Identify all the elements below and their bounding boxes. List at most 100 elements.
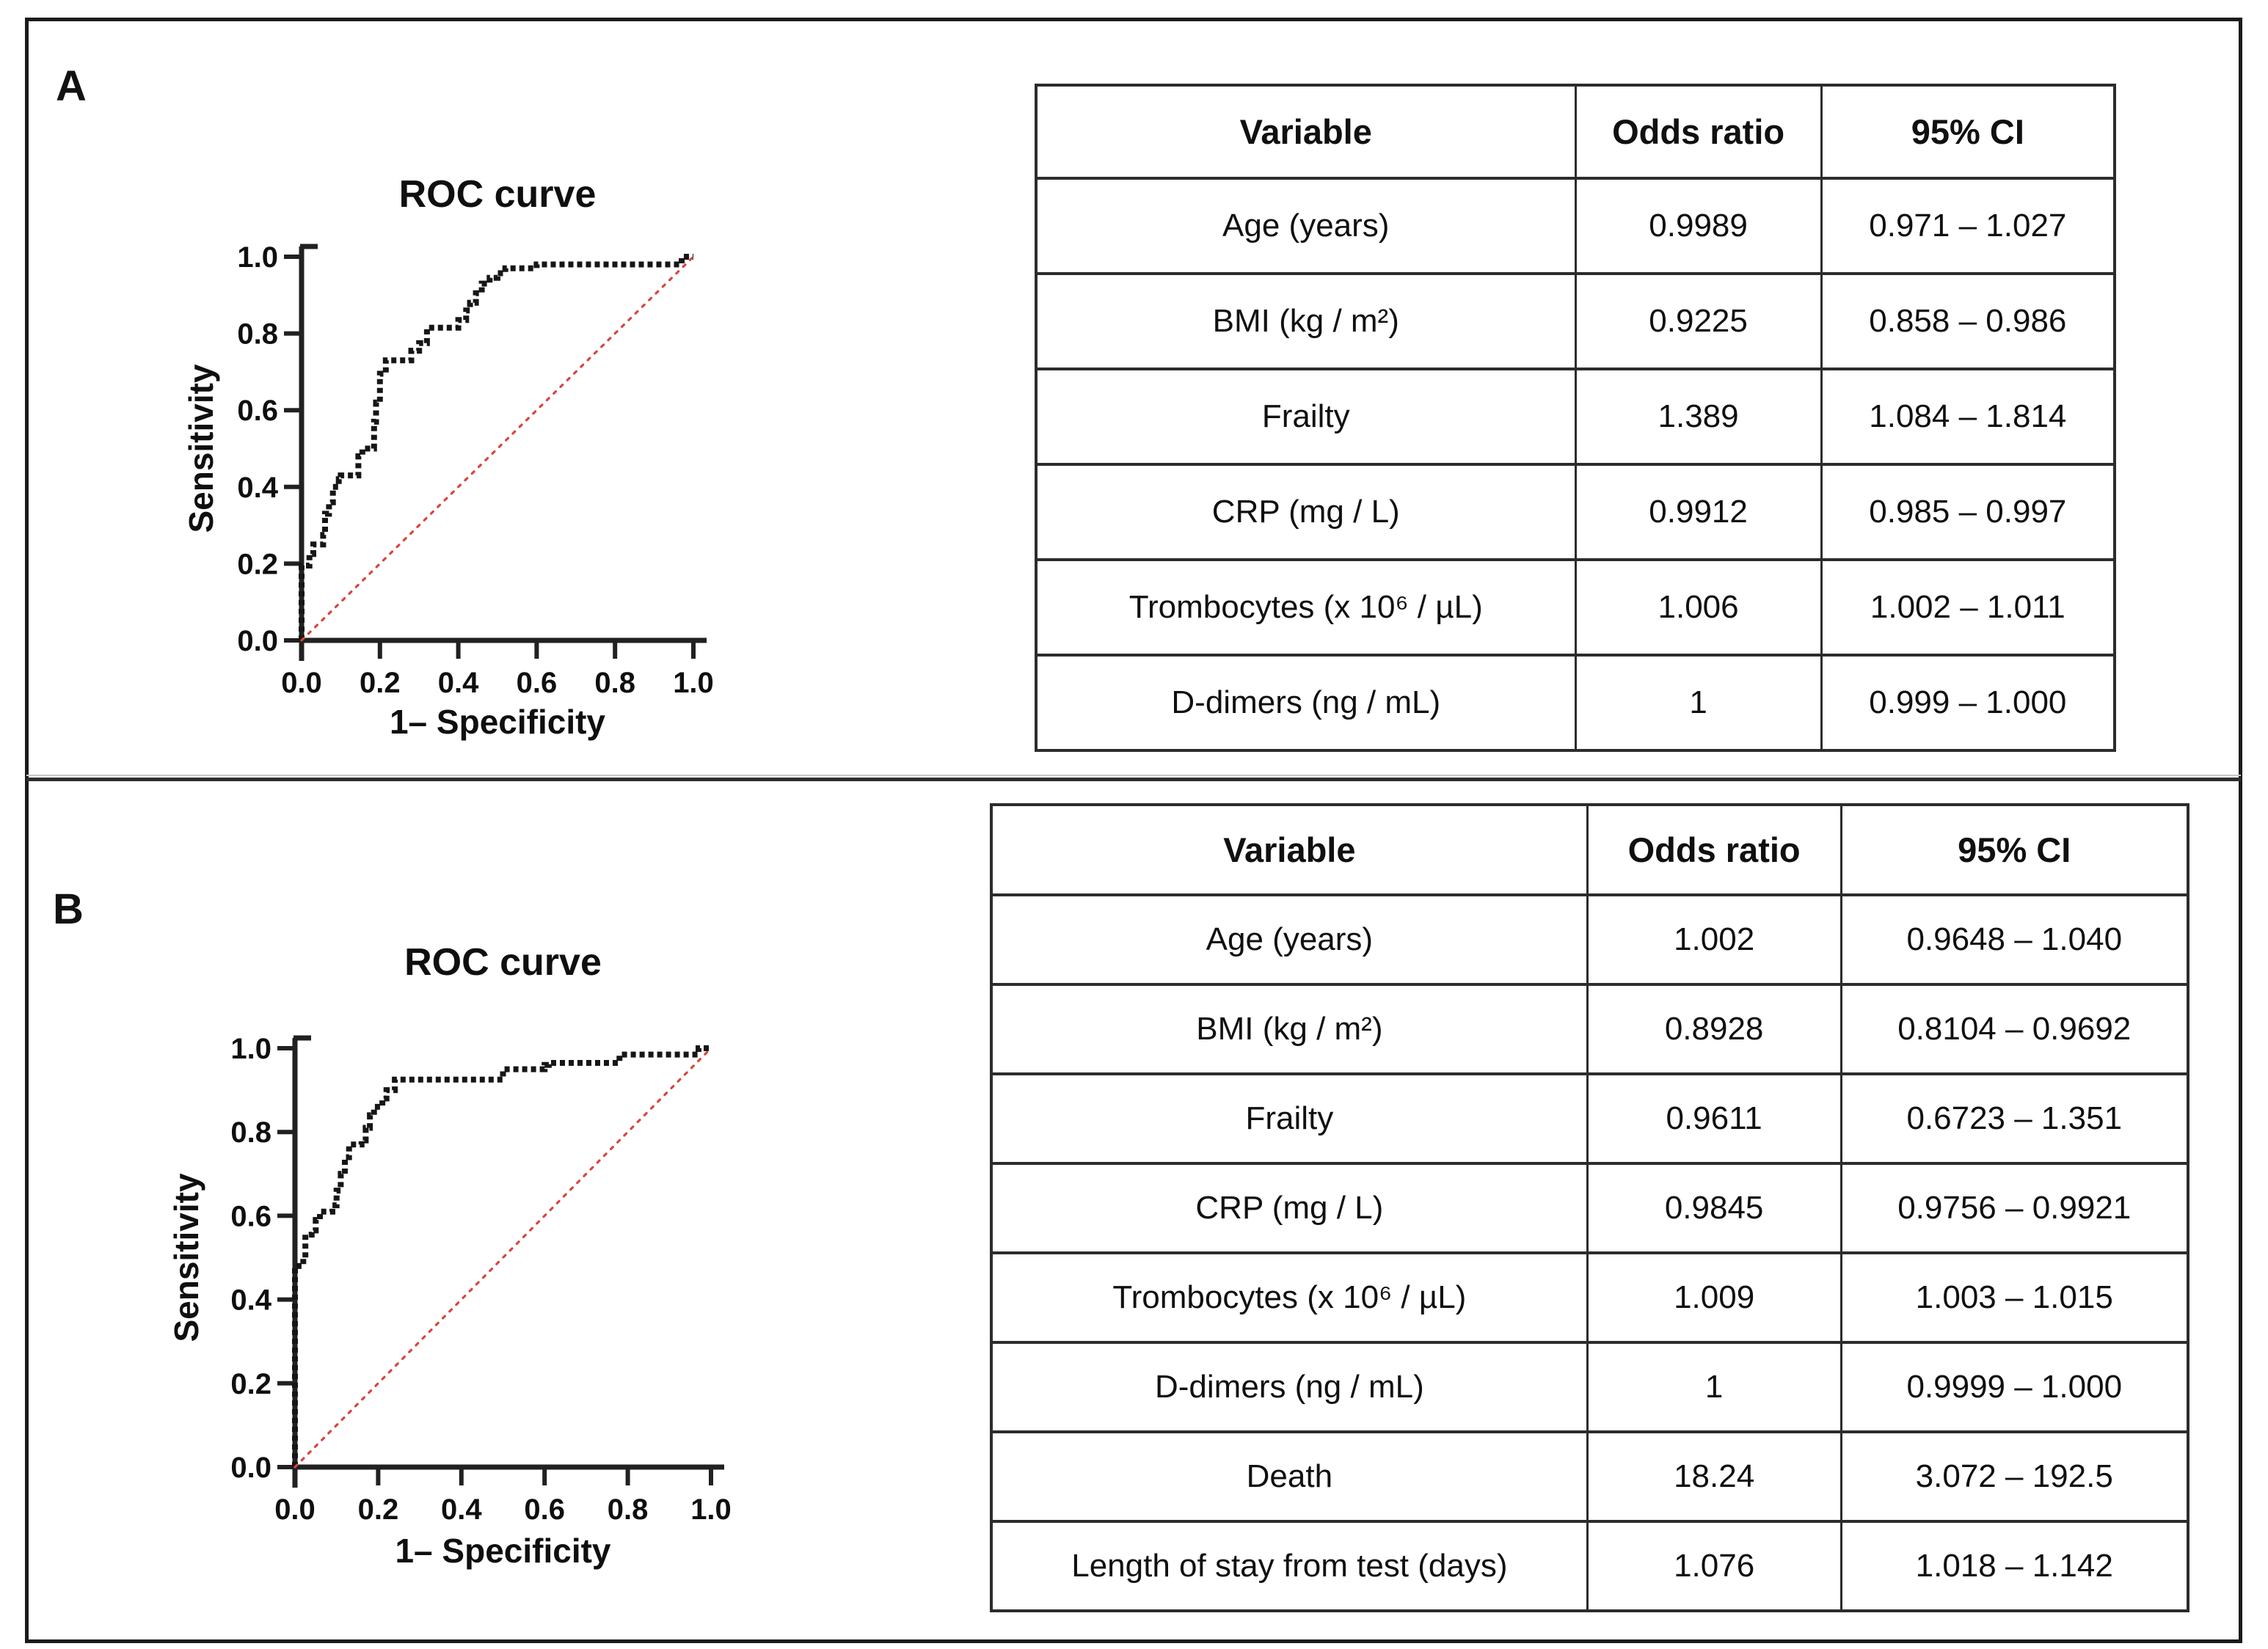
table-cell: 0.985 – 0.997	[1820, 463, 2116, 561]
panel-divider-highlight	[26, 775, 2241, 776]
x-tick-label: 0.6	[524, 1493, 565, 1526]
x-tick-label: 1.0	[690, 1493, 732, 1526]
table-header-cell: Variable	[1035, 84, 1577, 180]
roc-curve	[299, 254, 693, 640]
y-tick-label: 0.6	[237, 395, 278, 427]
panel-divider	[26, 778, 2241, 781]
y-axis-label: Sensitivity	[182, 364, 220, 533]
table-cell: 0.971 – 1.027	[1820, 177, 2116, 275]
table-header-row: Variable Odds ratio 95% CI	[990, 803, 2189, 896]
x-tick-label: 0.2	[360, 667, 401, 699]
table-cell: 0.999 – 1.000	[1820, 654, 2116, 752]
table-header-cell: 95% CI	[1820, 84, 2116, 180]
table-cell: 0.9225	[1574, 272, 1823, 370]
table-cell: D-dimers (ng / mL)	[1035, 654, 1577, 752]
roc-chart-b: ROC curve 0.0 0.2 0.4 0.6 0.8 1.0 0.0 0.2 0.4 0.6 0…	[169, 943, 800, 1617]
table-row: Age (years) 0.9989 0.971 – 1.027	[1035, 177, 2116, 275]
table-row: BMI (kg / m²) 0.8928 0.8104 – 0.9692	[990, 983, 2189, 1075]
table-cell: 0.9845	[1586, 1162, 1842, 1254]
table-cell: 1.389	[1574, 368, 1823, 466]
y-axis-label: Sensitivity	[169, 1173, 205, 1342]
table-cell: 1.076	[1586, 1520, 1842, 1612]
table-cell: Frailty	[1035, 368, 1577, 466]
reference-diagonal	[300, 255, 695, 642]
table-cell: CRP (mg / L)	[1035, 463, 1577, 561]
y-tick-label: 1.0	[237, 241, 278, 274]
x-tick-label: 1.0	[673, 667, 714, 699]
table-header-row: Variable Odds ratio 95% CI	[1035, 84, 2116, 180]
table-cell: 0.6723 – 1.351	[1839, 1072, 2189, 1165]
table-row: Frailty 1.389 1.084 – 1.814	[1035, 368, 2116, 466]
chart-title: ROC curve	[399, 173, 597, 216]
table-cell: BMI (kg / m²)	[990, 983, 1589, 1075]
table-cell: Age (years)	[990, 893, 1589, 986]
table-cell: 1.018 – 1.142	[1839, 1520, 2189, 1612]
y-tick-label: 0.4	[230, 1284, 271, 1317]
table-cell: 3.072 – 192.5	[1839, 1430, 2189, 1523]
table-row: D-dimers (ng / mL) 1 0.9999 – 1.000	[990, 1341, 2189, 1433]
table-cell: D-dimers (ng / mL)	[990, 1341, 1589, 1433]
table-cell: 0.9912	[1574, 463, 1823, 561]
table-cell: Age (years)	[1035, 177, 1577, 275]
table-row: CRP (mg / L) 0.9912 0.985 – 0.997	[1035, 463, 2116, 561]
table-cell: 0.9989	[1574, 177, 1823, 275]
table-cell: 1.006	[1574, 558, 1823, 657]
table-cell: 1.003 – 1.015	[1839, 1251, 2189, 1344]
table-cell: 18.24	[1586, 1430, 1842, 1523]
y-tick-label: 0.6	[230, 1200, 271, 1232]
table-row: Death 18.24 3.072 – 192.5	[990, 1430, 2189, 1523]
y-tick-label: 1.0	[230, 1033, 271, 1065]
y-tick-label: 0.8	[230, 1116, 271, 1149]
table-cell: 1	[1586, 1341, 1842, 1433]
table-cell: 0.8104 – 0.9692	[1839, 983, 2189, 1075]
x-axis-label: 1– Specificity	[395, 1532, 610, 1570]
x-tick-label: 0.0	[274, 1493, 316, 1526]
roc-plot: ROC curve 0.0 0.2 0.4 0.6 0.8 1.0 0.0 0.2 0.4 0.6 0…	[182, 173, 714, 741]
table-header-cell: Odds ratio	[1586, 803, 1842, 896]
x-tick-label: 0.8	[608, 1493, 649, 1526]
table-cell: 1.009	[1586, 1251, 1842, 1344]
y-tick-label: 0.2	[237, 548, 278, 580]
table-cell: 1.002	[1586, 893, 1842, 986]
table-header-cell: Odds ratio	[1574, 84, 1823, 180]
chart-title: ROC curve	[404, 943, 602, 984]
table-row: Frailty 0.9611 0.6723 – 1.351	[990, 1072, 2189, 1165]
table-row: D-dimers (ng / mL) 1 0.999 – 1.000	[1035, 654, 2116, 752]
table-row: Trombocytes (x 10⁶ / µL) 1.009 1.003 – 1.0…	[990, 1251, 2189, 1344]
x-axis-label: 1– Specificity	[390, 703, 605, 741]
y-tick-label: 0.4	[237, 472, 278, 504]
table-cell: Frailty	[990, 1072, 1589, 1165]
odds-ratio-table-a: Variable Odds ratio 95% CI Age (years) 0.998…	[1035, 84, 2116, 752]
table-row: Trombocytes (x 10⁶ / µL) 1.006 1.002 – 1.0…	[1035, 558, 2116, 657]
table-cell: 1	[1574, 654, 1823, 752]
table-cell: 0.858 – 0.986	[1820, 272, 2116, 370]
table-row: BMI (kg / m²) 0.9225 0.858 – 0.986	[1035, 272, 2116, 370]
table-cell: 0.9611	[1586, 1072, 1842, 1165]
x-tick-label: 0.8	[594, 667, 635, 699]
table-cell: Death	[990, 1430, 1589, 1523]
table-cell: 0.9999 – 1.000	[1839, 1341, 2189, 1433]
roc-plot: ROC curve 0.0 0.2 0.4 0.6 0.8 1.0 0.0 0.2 0.4 0.6 0…	[169, 943, 732, 1570]
table-row: Age (years) 1.002 0.9648 – 1.040	[990, 893, 2189, 986]
roc-curve	[292, 1045, 711, 1467]
table-cell: Trombocytes (x 10⁶ / µL)	[1035, 558, 1577, 657]
table-header-cell: 95% CI	[1839, 803, 2189, 896]
y-tick-label: 0.0	[230, 1452, 271, 1484]
x-tick-label: 0.6	[517, 667, 558, 699]
reference-diagonal	[293, 1047, 712, 1469]
table-cell: BMI (kg / m²)	[1035, 272, 1577, 370]
table-cell: Trombocytes (x 10⁶ / µL)	[990, 1251, 1589, 1344]
table-cell: 1.084 – 1.814	[1820, 368, 2116, 466]
panel-b-label: B	[53, 885, 84, 933]
table-cell: 0.9648 – 1.040	[1839, 893, 2189, 986]
table-header-cell: Variable	[990, 803, 1589, 896]
table-cell: CRP (mg / L)	[990, 1162, 1589, 1254]
x-tick-label: 0.0	[281, 667, 322, 699]
table-cell: 1.002 – 1.011	[1820, 558, 2116, 657]
y-tick-label: 0.8	[237, 318, 278, 351]
table-cell: Length of stay from test (days)	[990, 1520, 1589, 1612]
panel-a-label: A	[56, 62, 87, 110]
x-tick-label: 0.2	[358, 1493, 399, 1526]
table-row: CRP (mg / L) 0.9845 0.9756 – 0.9921	[990, 1162, 2189, 1254]
